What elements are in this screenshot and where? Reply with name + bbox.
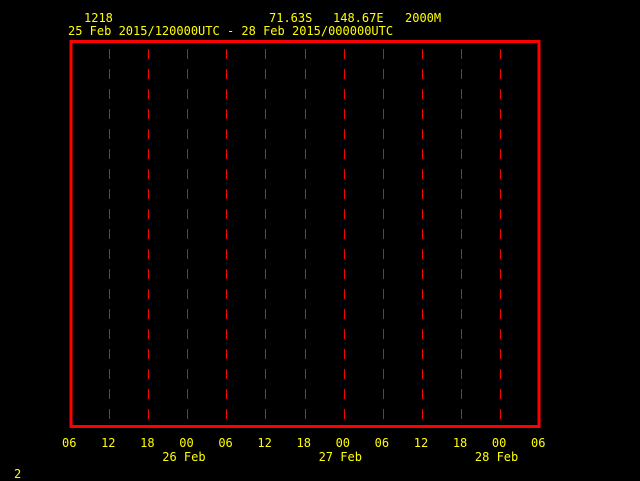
x-tick-label: 18 bbox=[140, 436, 155, 450]
x-tick-label: 18 bbox=[296, 436, 311, 450]
x-tick-label: 06 bbox=[374, 436, 390, 450]
x-tick-label: 00 bbox=[335, 436, 351, 450]
x-tick-label: 06 bbox=[531, 436, 546, 450]
longitude: 148.67E bbox=[333, 11, 384, 25]
plot-frame bbox=[69, 40, 541, 428]
height: 2000M bbox=[405, 11, 442, 25]
x-tick-label: 06 bbox=[218, 436, 233, 450]
period-title: 25 Feb 2015/120000UTC - 28 Feb 2015/0000… bbox=[68, 24, 394, 38]
x-date-label: 26 Feb bbox=[162, 450, 206, 464]
x-date-label: 27 Feb bbox=[318, 450, 362, 464]
x-tick-label: 12 bbox=[413, 436, 429, 450]
x-tick-label: 00 bbox=[491, 436, 507, 450]
x-tick-label: 12 bbox=[257, 436, 272, 450]
x-tick-label: 06 bbox=[62, 436, 77, 450]
x-date-label: 28 Feb bbox=[474, 450, 519, 464]
station-id: 1218 bbox=[84, 11, 113, 25]
x-tick-label: 12 bbox=[101, 436, 116, 450]
latitude: 71.63S bbox=[269, 11, 313, 25]
page-number: 2 bbox=[14, 467, 22, 481]
x-tick-label: 18 bbox=[452, 436, 468, 450]
x-tick-label: 00 bbox=[179, 436, 194, 450]
